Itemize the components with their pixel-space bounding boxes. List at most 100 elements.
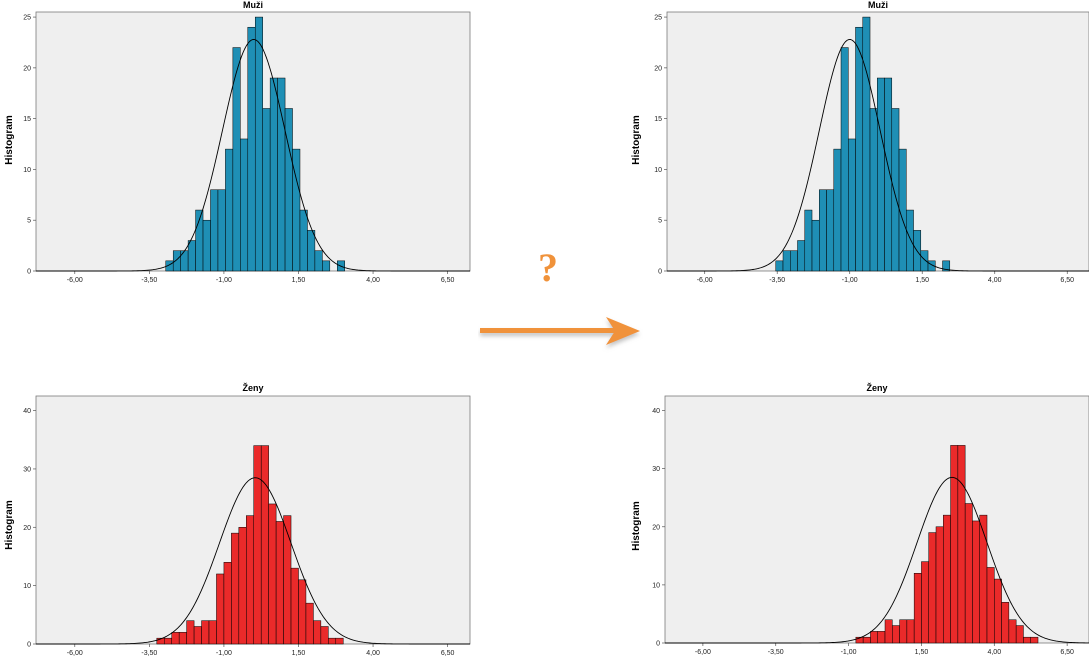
y-tick-label: 10: [654, 167, 662, 174]
histogram-bar: [935, 526, 944, 644]
histogram-bar: [884, 77, 893, 272]
histogram-bar: [275, 521, 284, 645]
x-tick-label: -6,00: [67, 277, 83, 284]
histogram-bar: [322, 260, 331, 272]
histogram-bar: [253, 445, 262, 645]
normal-curve: [36, 477, 470, 645]
histogram-bar: [1030, 636, 1039, 644]
histogram-bar: [855, 26, 864, 272]
histogram-muzi-left-svg: Muži Histogram 0 5 10 15 20 25 -6,00 -3,50 -1,00 1,…: [4, 0, 471, 284]
histogram-bar: [877, 631, 886, 644]
x-tick-label: -3,50: [141, 650, 157, 657]
histogram-muzi-right-svg: Muži Histogram 0 5 10 15 20 25 -6,00 -3,50 -1,00 1,…: [631, 0, 1089, 284]
normal-curve: [667, 39, 1089, 272]
x-tick-label: -3,50: [768, 649, 784, 656]
x-tick-label: 4,00: [366, 277, 380, 284]
histogram-bar: [898, 148, 907, 272]
histogram-bar: [240, 138, 249, 272]
y-tick-label: 25: [654, 15, 662, 22]
y-tick-label: 0: [656, 641, 660, 648]
histogram-bar: [782, 250, 791, 272]
chart-title: Ženy: [866, 382, 887, 393]
histogram-bar: [246, 515, 254, 645]
histogram-bar: [862, 636, 871, 644]
histogram-bar: [313, 620, 322, 645]
chart-title: Ženy: [242, 382, 263, 393]
histogram-zeny-right-svg: Ženy Histogram 0 10 20 30 40 -6,00 -3,50 -1,00 1,5…: [631, 382, 1089, 656]
y-tick-label: 10: [23, 583, 31, 590]
y-axis-label: Histogram: [631, 501, 642, 551]
histogram-bar: [906, 209, 914, 272]
x-tick-label: -6,00: [67, 650, 83, 657]
histogram-muzi-left: Muži Histogram 0 5 10 15 20 25 -6,00 -3,50 -1,00 1,…: [0, 0, 471, 290]
histogram-bar: [283, 515, 292, 645]
x-tick-label: 1,50: [292, 650, 306, 657]
histogram-bar: [877, 77, 885, 272]
x-tick-label: 4,00: [987, 649, 1001, 656]
histogram-bar: [268, 503, 277, 645]
histogram-bar: [994, 578, 1002, 644]
y-tick-label: 0: [27, 269, 31, 276]
histogram-bar: [870, 631, 878, 644]
histogram-bar: [216, 573, 225, 645]
histogram-bar: [775, 260, 784, 272]
normal-curve: [36, 39, 470, 272]
histogram-bar: [1008, 619, 1017, 644]
y-tick-label: 20: [654, 65, 662, 72]
x-tick-label: -6,00: [697, 277, 713, 284]
y-tick-label: 30: [652, 466, 660, 473]
histogram-bar: [277, 77, 286, 272]
histogram-bar: [913, 573, 922, 644]
histogram-zeny-left: Ženy Histogram 0 10 20 30 40 -6,00 -3,50 -1,00 1,5…: [0, 380, 471, 662]
histogram-bar: [804, 209, 813, 272]
histogram-bar: [1023, 636, 1031, 644]
histogram-bar: [320, 626, 329, 645]
histogram-bar: [840, 47, 849, 272]
histogram-bar: [238, 527, 247, 645]
histogram-bar: [884, 619, 893, 644]
plot-area: [664, 395, 1089, 644]
histogram-bar: [972, 520, 980, 644]
histogram-bar: [298, 579, 307, 645]
y-axis-label: Histogram: [631, 115, 642, 165]
histogram-bar: [921, 561, 929, 644]
x-tick-label: -3,50: [141, 277, 157, 284]
y-tick-label: 10: [652, 582, 660, 589]
histogram-zeny-right: Ženy Histogram 0 10 20 30 40 -6,00 -3,50 -1,00 1,5…: [622, 376, 1089, 662]
histogram-bar: [172, 250, 181, 272]
y-tick-label: 40: [23, 408, 31, 415]
histogram-bar: [290, 567, 299, 645]
x-tick-label: 1,50: [292, 277, 306, 284]
x-tick-label: 6,50: [441, 277, 455, 284]
y-tick-label: 15: [654, 116, 662, 123]
histogram-bar: [171, 632, 180, 645]
right-arrow-icon: [478, 312, 643, 361]
histogram-bar: [906, 619, 915, 644]
histogram-bar: [305, 602, 314, 645]
histogram-bar: [210, 189, 219, 272]
y-tick-label: 20: [23, 525, 31, 532]
y-tick-label: 15: [23, 116, 31, 123]
histogram-bar: [811, 219, 820, 272]
histogram-bar: [335, 637, 344, 645]
histogram-bar: [284, 108, 293, 272]
histogram-bar: [899, 619, 908, 644]
y-tick-label: 0: [658, 269, 662, 276]
chart-title: Muži: [243, 0, 263, 10]
histogram-bar: [892, 625, 900, 644]
histogram-bar: [217, 189, 226, 272]
histogram-bar: [928, 532, 937, 644]
histogram-bar: [225, 148, 234, 272]
x-tick-label: 1,50: [915, 277, 929, 284]
x-tick-label: 4,00: [988, 277, 1002, 284]
histogram-bar: [819, 189, 827, 272]
y-tick-label: 20: [23, 65, 31, 72]
y-tick-label: 10: [23, 167, 31, 174]
x-tick-label: -6,00: [695, 649, 711, 656]
histogram-bar: [208, 620, 217, 645]
histogram-bar: [299, 209, 308, 272]
x-tick-label: 6,50: [441, 650, 455, 657]
histogram-bar: [1001, 602, 1010, 644]
histogram-bar: [950, 445, 959, 644]
y-tick-label: 5: [658, 218, 662, 225]
